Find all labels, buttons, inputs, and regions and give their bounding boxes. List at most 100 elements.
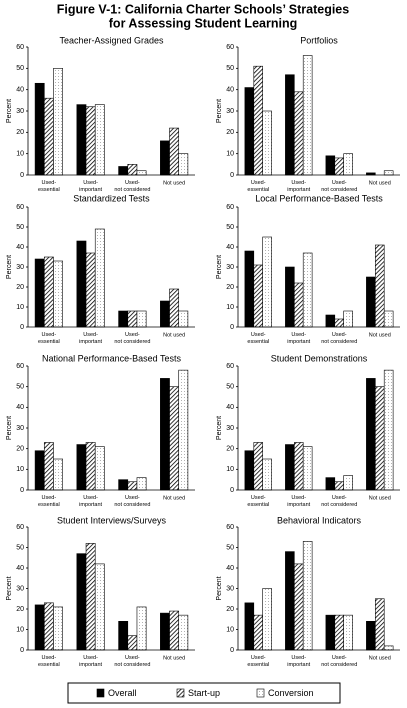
y-tick-label: 30 <box>226 108 234 115</box>
x-tick-label: Used-essential <box>247 495 269 508</box>
x-tick-label-line: essential <box>38 339 60 345</box>
bar <box>383 310 394 328</box>
chart-title: Behavioral Indicators <box>277 515 362 525</box>
bar <box>118 620 129 651</box>
bar <box>293 563 304 651</box>
x-tick-label-line: Used- <box>291 655 306 661</box>
bar <box>253 264 264 328</box>
bar <box>118 479 129 491</box>
x-tick-label-line: important <box>79 502 102 508</box>
legend-label: Conversion <box>268 688 314 698</box>
y-tick-label: 10 <box>16 151 24 158</box>
bar <box>383 170 394 176</box>
chart-title: Student Demonstrations <box>271 353 368 363</box>
x-tick-label-line: Used- <box>42 180 57 186</box>
bar <box>302 541 313 651</box>
bar <box>127 310 138 328</box>
y-tick-label: 30 <box>226 264 234 271</box>
bar <box>76 553 87 651</box>
bar <box>366 378 376 491</box>
bar <box>374 244 385 328</box>
y-tick-label: 0 <box>230 172 234 179</box>
bar <box>94 104 105 176</box>
x-tick-label-line: not considered <box>114 339 150 345</box>
x-tick-label: Used-essential <box>38 180 60 193</box>
bar <box>118 310 129 328</box>
y-tick-label: 50 <box>16 384 24 391</box>
legend-label: Start-up <box>188 688 220 698</box>
y-tick-label: 40 <box>16 404 24 411</box>
y-tick-label: 0 <box>20 647 24 654</box>
bar <box>118 166 129 176</box>
bar <box>169 288 180 328</box>
y-tick-label: 20 <box>226 284 234 291</box>
bar <box>53 458 63 491</box>
bar <box>366 276 376 328</box>
x-tick-label-line: important <box>79 662 102 668</box>
x-tick-label-line: Used- <box>83 655 98 661</box>
y-axis-label: Percent <box>216 99 223 123</box>
x-tick-label: Used-important <box>287 180 310 193</box>
y-tick-label: 10 <box>226 466 234 473</box>
x-tick-label: Used-important <box>287 655 310 668</box>
bar <box>76 444 87 491</box>
x-tick-label-line: not considered <box>114 502 150 508</box>
bar <box>383 645 394 651</box>
bar <box>178 614 189 651</box>
x-tick-label: Used-essential <box>247 655 269 668</box>
legend-swatch <box>176 688 185 698</box>
y-tick-label: 10 <box>16 466 24 473</box>
bar <box>334 318 345 328</box>
bar <box>43 256 54 328</box>
y-tick-label: 30 <box>16 264 24 271</box>
y-tick-label: 20 <box>16 606 24 613</box>
x-tick-label: Not used <box>369 180 391 186</box>
y-tick-label: 50 <box>16 65 24 72</box>
bar <box>343 153 353 176</box>
x-tick-label: Used-important <box>287 495 310 508</box>
x-tick-label: Not used <box>163 180 185 186</box>
y-tick-label: 30 <box>16 108 24 115</box>
y-tick-label: 10 <box>16 626 24 633</box>
y-tick-label: 40 <box>226 565 234 572</box>
x-tick-label-line: Used- <box>291 495 306 501</box>
x-tick-label: Used-not considered <box>321 495 357 508</box>
x-tick-label: Used-important <box>79 495 102 508</box>
bar <box>244 250 255 328</box>
bar <box>334 157 345 176</box>
bar <box>285 551 295 651</box>
bar <box>262 110 272 176</box>
bar <box>366 620 376 651</box>
bar <box>136 606 147 651</box>
bar <box>160 612 170 651</box>
bar <box>343 475 353 491</box>
x-tick-label-line: Used- <box>332 180 347 186</box>
y-tick-label: 50 <box>226 544 234 551</box>
bar <box>43 97 54 176</box>
y-tick-label: 0 <box>20 324 24 331</box>
y-axis-label: Percent <box>216 576 223 600</box>
bar <box>325 477 336 491</box>
y-tick-label: 60 <box>16 44 24 51</box>
bar <box>262 236 272 328</box>
y-tick-label: 20 <box>226 446 234 453</box>
x-tick-label-line: Used- <box>42 495 57 501</box>
x-tick-label: Used-not considered <box>114 180 150 193</box>
x-tick-label: Used-important <box>79 180 102 193</box>
bar <box>76 104 87 176</box>
bar <box>169 386 180 491</box>
bar <box>178 369 189 491</box>
bar <box>34 450 45 491</box>
y-tick-label: 20 <box>226 129 234 136</box>
bar <box>293 442 304 491</box>
x-tick-label-line: important <box>287 187 310 193</box>
y-tick-label: 20 <box>226 606 234 613</box>
x-tick-label-line: Used- <box>42 332 57 338</box>
x-tick-label: Used-essential <box>38 495 60 508</box>
legend-box <box>67 682 341 704</box>
x-tick-label-line: Used- <box>251 180 266 186</box>
bar <box>127 481 138 491</box>
x-tick-label-line: not considered <box>321 502 357 508</box>
